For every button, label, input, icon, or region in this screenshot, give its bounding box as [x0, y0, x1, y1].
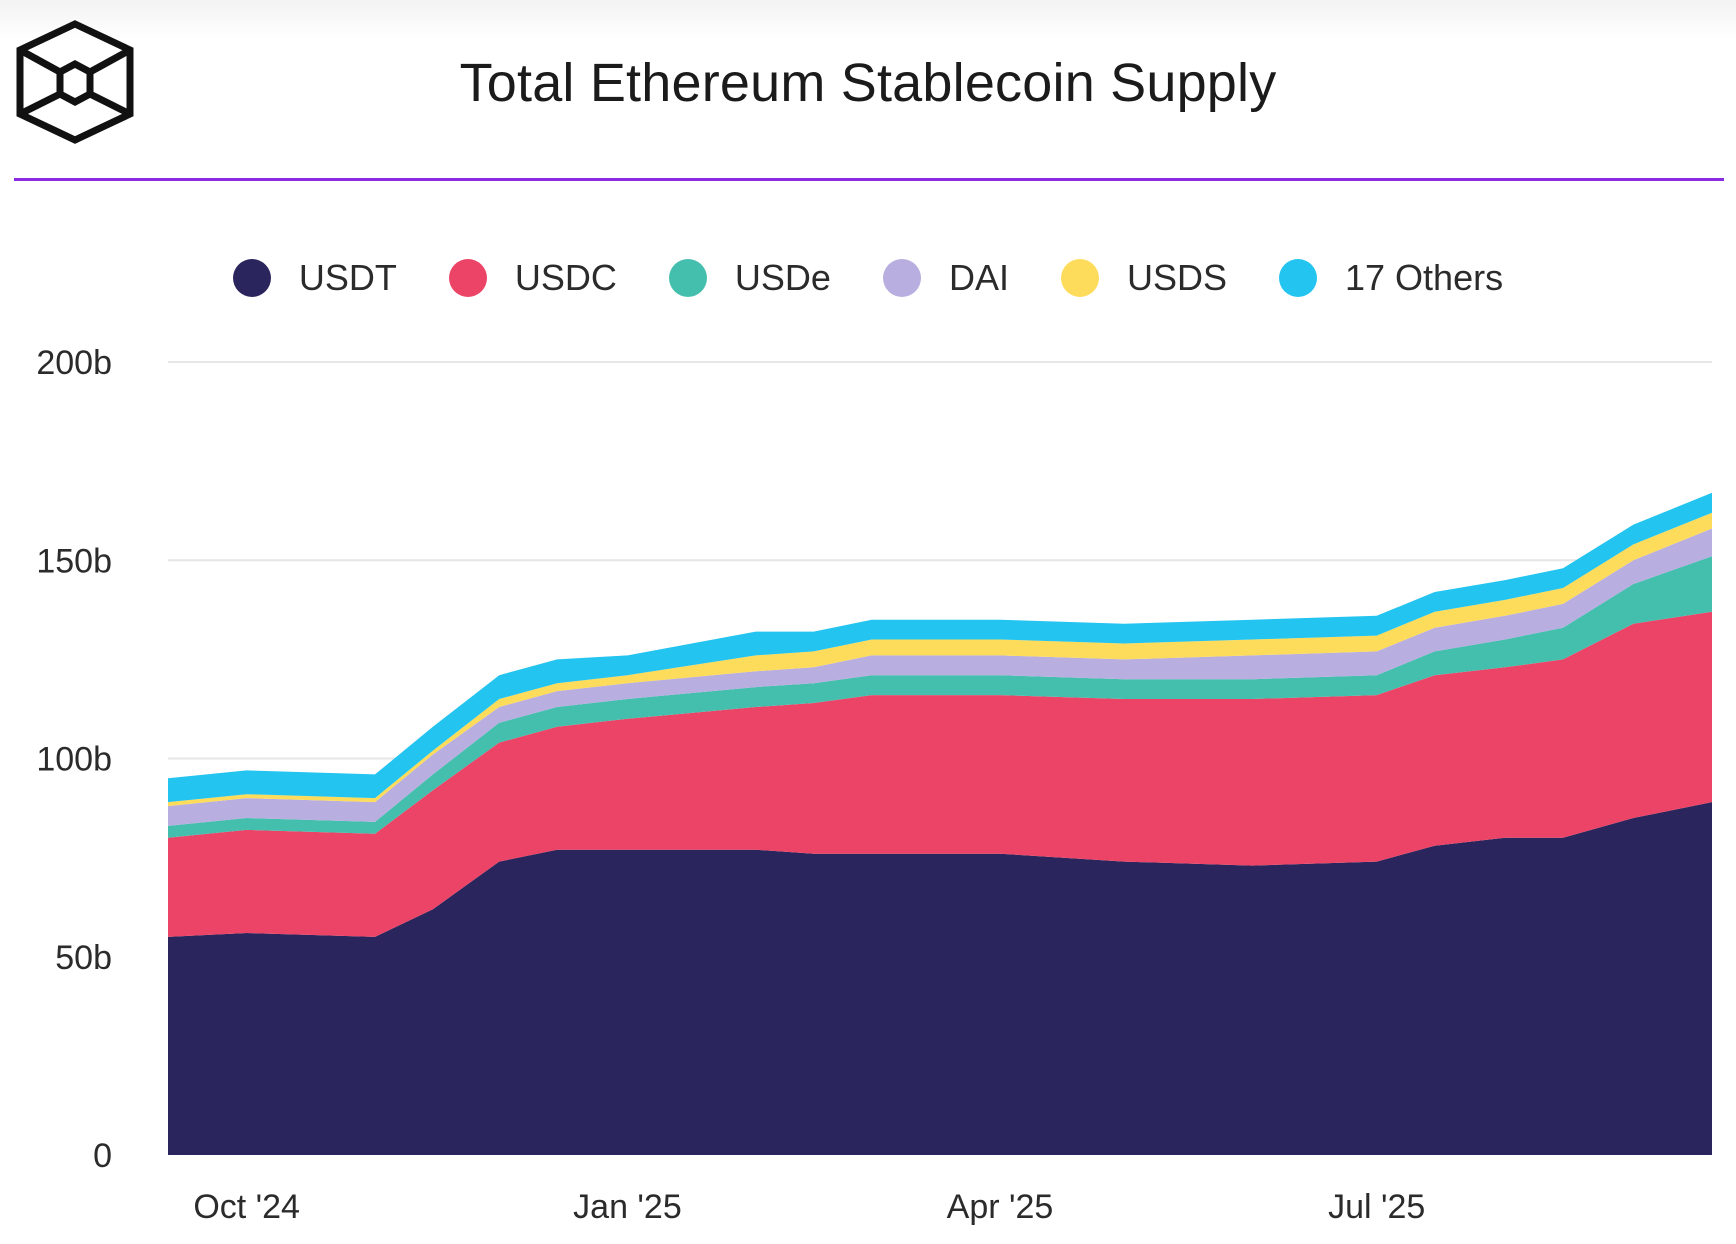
- header-divider: [14, 178, 1724, 181]
- header: Total Ethereum Stablecoin Supply: [0, 0, 1736, 181]
- x-tick-label: Jan '25: [573, 1188, 682, 1226]
- legend-label: USDS: [1126, 257, 1227, 298]
- x-tick-label: Oct '24: [193, 1188, 300, 1226]
- legend-dot-icon: [448, 259, 487, 297]
- legend-dot-icon: [1060, 259, 1099, 297]
- the-block-logo-icon: [16, 20, 134, 144]
- y-tick-label: 200b: [36, 344, 112, 382]
- legend-label: USDe: [734, 257, 831, 298]
- area-series-usdt[interactable]: [168, 802, 1712, 1155]
- y-tick-label: 50b: [55, 939, 112, 977]
- legend-dot-icon: [668, 259, 707, 297]
- y-tick-label: 150b: [36, 542, 112, 580]
- legend-item-dai[interactable]: DAI: [882, 257, 1009, 299]
- legend-item-usde[interactable]: USDe: [668, 257, 831, 299]
- legend-item-17-others[interactable]: 17 Others: [1279, 257, 1503, 299]
- chart-legend: USDT USDC USDe DAI USDS 17 Others: [0, 248, 1736, 308]
- legend-dot-icon: [1279, 259, 1317, 297]
- legend-label: USDT: [298, 257, 397, 298]
- x-tick-label: Jul '25: [1328, 1188, 1425, 1226]
- x-tick-label: Apr '25: [947, 1188, 1054, 1226]
- legend-item-usds[interactable]: USDS: [1060, 257, 1227, 299]
- legend-dot-icon: [232, 259, 271, 297]
- legend-label: 17 Others: [1345, 257, 1504, 298]
- legend-label: USDC: [514, 257, 617, 298]
- legend-item-usdt[interactable]: USDT: [232, 257, 397, 299]
- chart-title: Total Ethereum Stablecoin Supply: [459, 53, 1277, 113]
- y-tick-label: 0: [93, 1137, 112, 1175]
- legend-dot-icon: [882, 259, 921, 297]
- y-tick-label: 100b: [36, 741, 112, 779]
- area-series-usdc[interactable]: [168, 611, 1712, 937]
- legend-item-usdc[interactable]: USDC: [448, 257, 617, 299]
- legend-label: DAI: [948, 257, 1009, 298]
